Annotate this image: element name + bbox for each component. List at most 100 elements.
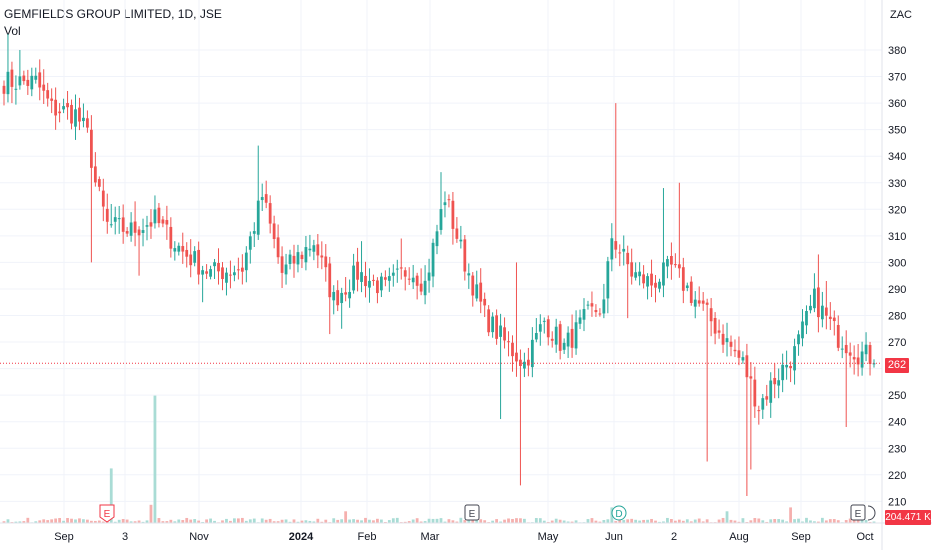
candle-body	[26, 79, 30, 86]
overlapping-marker-icon	[867, 505, 876, 521]
volume-bar	[93, 520, 97, 523]
volume-bar	[38, 520, 42, 523]
candle-body	[689, 281, 693, 303]
candle-body	[113, 217, 117, 222]
price-axis[interactable]: 3803703603503403303203103002902802702602…	[888, 45, 906, 508]
candle-body	[141, 230, 145, 233]
volume-bar	[312, 521, 316, 523]
volume-bar	[733, 520, 737, 523]
volume-bar	[360, 520, 363, 523]
volume-bar	[320, 521, 324, 523]
candle-body	[2, 85, 6, 94]
volume-bar	[336, 519, 340, 523]
volume-bar	[670, 518, 673, 523]
dividend-marker-icon: D	[611, 505, 627, 521]
candle-body	[97, 179, 101, 187]
volume-bar	[97, 520, 101, 523]
candle-body	[717, 330, 721, 333]
candle-body	[745, 355, 749, 378]
volume-bar	[439, 518, 443, 523]
volume-bar	[177, 519, 181, 523]
event-markers[interactable]: E E ED	[99, 504, 876, 523]
volume-bar	[852, 519, 856, 523]
volume-bar	[673, 520, 677, 523]
chart-title: GEMFIELDS GROUP LIMITED, 1D, JSE	[4, 7, 222, 21]
time-axis[interactable]: Sep 3 Nov 2024 Feb Mar May Jun 2 Aug Sep Oct	[54, 531, 873, 543]
candle-body	[721, 333, 725, 345]
volume-bar	[805, 517, 808, 523]
time-tick-label: Feb	[358, 531, 377, 543]
candle-body	[483, 298, 487, 306]
candle-body	[233, 272, 236, 276]
volume-bar	[864, 519, 868, 523]
candle-body	[594, 310, 598, 313]
candle-body	[42, 84, 46, 91]
candle-body	[630, 262, 634, 277]
volume-bar	[459, 517, 463, 523]
volume-bar	[534, 518, 538, 523]
dividend-marker-label: D	[615, 509, 622, 520]
candle-body	[268, 203, 272, 224]
volume-bar	[801, 521, 804, 523]
volume-bar	[18, 521, 22, 523]
candle-body	[70, 104, 73, 124]
candle-body	[217, 262, 220, 272]
volume-bar	[872, 521, 876, 523]
volume-bar	[753, 518, 757, 523]
volume-bar	[133, 521, 137, 523]
volume-bar	[650, 518, 653, 523]
candle-body	[642, 274, 645, 284]
candle-body	[677, 264, 681, 269]
candle-body	[789, 365, 792, 369]
candle-body	[725, 338, 729, 343]
volume-bar	[324, 519, 328, 523]
volume-bar	[654, 520, 657, 523]
volume-bar	[364, 517, 367, 523]
candle-body	[300, 254, 304, 260]
candle-body	[801, 321, 804, 339]
candle-body	[121, 217, 125, 232]
volume-bar	[376, 518, 379, 523]
volume-bar	[689, 521, 693, 523]
candle-body	[526, 359, 530, 366]
price-tick-label: 360	[888, 98, 906, 110]
candle-body	[499, 325, 502, 337]
candle-body	[658, 281, 661, 289]
volume-bar	[546, 521, 550, 523]
candle-body	[495, 315, 498, 339]
candle-body	[606, 261, 610, 299]
volume-bar	[511, 518, 514, 523]
volume-bar	[435, 518, 439, 523]
volume-bar	[717, 519, 721, 523]
candle-body	[781, 364, 785, 381]
candle-body	[785, 364, 789, 368]
volume-bar	[26, 517, 30, 523]
volume-bar	[272, 521, 276, 523]
currency-label[interactable]: ZAC	[890, 9, 912, 21]
candle-body	[423, 280, 427, 296]
candle-body	[248, 236, 252, 250]
volume-bar	[348, 519, 352, 523]
volume-bar	[86, 519, 89, 523]
candle-body	[62, 106, 65, 110]
candle-body	[487, 309, 491, 333]
volume-bar	[749, 520, 753, 523]
volume-bar	[340, 519, 344, 523]
volume-bar	[260, 518, 264, 523]
volume-bar	[125, 519, 129, 523]
candle-body	[523, 361, 526, 369]
candle-body	[614, 241, 618, 250]
candle-body	[225, 272, 228, 283]
volume-bar	[820, 517, 824, 523]
volume-bar	[590, 518, 594, 523]
candle-body	[828, 316, 832, 319]
price-tick-label: 290	[888, 284, 906, 296]
candle-body	[157, 207, 161, 224]
candle-body	[129, 222, 133, 236]
candle-body	[395, 268, 399, 270]
volume-bar	[427, 518, 431, 523]
candle-body	[272, 223, 276, 240]
candle-body	[590, 303, 594, 307]
candle-body	[439, 209, 443, 230]
